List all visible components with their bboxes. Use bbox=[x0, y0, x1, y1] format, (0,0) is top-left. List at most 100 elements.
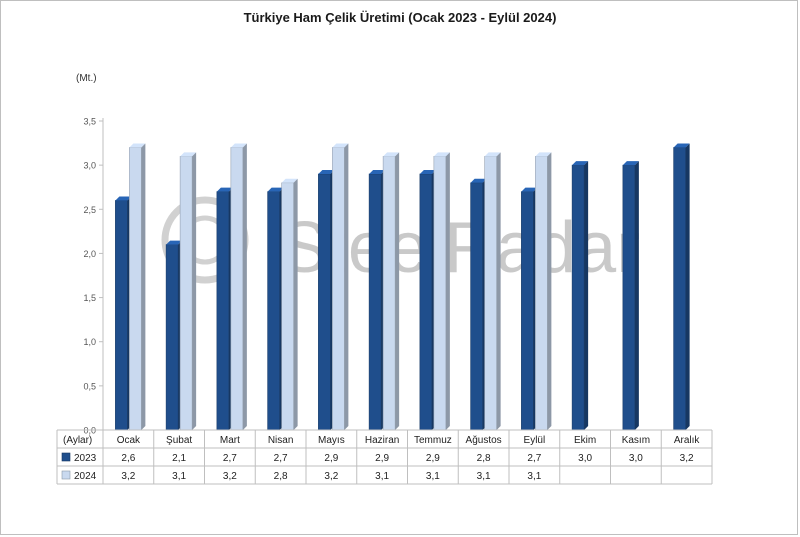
legend-key-2024 bbox=[61, 470, 71, 480]
bar-2023-Ocak bbox=[115, 196, 132, 431]
bar-top bbox=[115, 196, 132, 201]
bar-front bbox=[332, 147, 345, 431]
category-label: Şubat bbox=[166, 435, 192, 446]
category-label: Ocak bbox=[117, 435, 141, 446]
data-label: 3,2 bbox=[680, 453, 694, 464]
data-label: 2,7 bbox=[527, 453, 541, 464]
bar-2023-Şubat bbox=[165, 240, 183, 431]
data-label: 3,2 bbox=[121, 471, 135, 482]
bar-2023-Mart bbox=[216, 187, 233, 431]
bar-front bbox=[129, 147, 142, 431]
bar-front bbox=[535, 156, 548, 431]
category-label: Aralık bbox=[674, 435, 701, 446]
bar-2024-Eylül bbox=[535, 152, 552, 431]
data-label: 3,1 bbox=[426, 471, 440, 482]
bar-front bbox=[318, 173, 331, 431]
bar-2023-Ekim bbox=[571, 161, 589, 431]
bar-side bbox=[496, 152, 501, 431]
bar-top bbox=[521, 187, 538, 192]
bar-front bbox=[281, 182, 294, 431]
bar-front bbox=[622, 164, 636, 431]
bar-2023-Kasım bbox=[622, 161, 639, 431]
category-label: Nisan bbox=[268, 435, 294, 446]
bar-top bbox=[129, 143, 146, 148]
bar-side bbox=[192, 152, 197, 431]
bar-side bbox=[293, 178, 298, 430]
category-label: Temmuz bbox=[414, 435, 452, 446]
data-label: 2,6 bbox=[121, 453, 135, 464]
data-table: (Aylar) Ocak Şubat Mart Nisan Mayıs Haziran Tem… bbox=[56, 429, 713, 485]
y-tick-label: 1,5 bbox=[83, 293, 96, 303]
data-label: 2,8 bbox=[274, 471, 288, 482]
bar-2023-Aralık bbox=[673, 143, 690, 431]
bar-top bbox=[484, 152, 501, 157]
data-label: 2,9 bbox=[426, 453, 440, 464]
category-label: Mayıs bbox=[318, 435, 345, 446]
bar-top bbox=[230, 143, 247, 148]
bar-top bbox=[572, 161, 589, 166]
bar-2023-Mayıs bbox=[318, 169, 335, 431]
bar-side bbox=[141, 143, 146, 430]
data-label: 3,0 bbox=[578, 453, 592, 464]
bar-2024-Nisan bbox=[281, 178, 298, 431]
data-label: 3,1 bbox=[527, 471, 541, 482]
category-label: Kasım bbox=[622, 435, 650, 446]
bar-top bbox=[332, 143, 349, 148]
bar-front bbox=[470, 182, 483, 431]
bar-top bbox=[419, 169, 436, 174]
bar-side bbox=[547, 152, 552, 431]
bar-top bbox=[535, 152, 552, 157]
bar-2024-Mart bbox=[230, 143, 247, 431]
bar-side bbox=[445, 152, 450, 431]
bar-top bbox=[267, 187, 284, 192]
bar-side bbox=[685, 143, 690, 430]
bar-top bbox=[281, 178, 298, 183]
data-label: 2,9 bbox=[324, 453, 338, 464]
bar-top bbox=[470, 178, 487, 183]
bar-side bbox=[634, 161, 639, 430]
bar-side bbox=[395, 152, 400, 431]
bar-2023-Haziran bbox=[368, 169, 386, 431]
data-label: 2,1 bbox=[172, 453, 186, 464]
bar-top bbox=[318, 169, 335, 174]
legend-label-2023: 2023 bbox=[74, 453, 97, 464]
category-label: Haziran bbox=[365, 435, 399, 446]
bar-2023-Temmuz bbox=[419, 169, 436, 431]
category-label: Mart bbox=[220, 435, 240, 446]
y-tick-label: 3,5 bbox=[83, 117, 96, 127]
bar-2023-Eylül bbox=[521, 187, 538, 431]
bar-side bbox=[584, 161, 589, 430]
bar-2024-Ocak bbox=[129, 143, 146, 431]
bar-front bbox=[230, 147, 244, 431]
bar-2023-Ağustos bbox=[470, 178, 487, 431]
data-label: 3,1 bbox=[477, 471, 491, 482]
bar-front bbox=[179, 156, 193, 431]
bar-front bbox=[382, 156, 396, 431]
data-label: 2,9 bbox=[375, 453, 389, 464]
bar-side bbox=[242, 143, 247, 430]
bar-front bbox=[521, 191, 534, 431]
category-label: Eylül bbox=[524, 435, 546, 446]
bar-2024-Ağustos bbox=[484, 152, 501, 431]
x-axis-label: (Aylar) bbox=[63, 435, 92, 446]
bar-2023-Nisan bbox=[267, 187, 284, 431]
bar-top bbox=[622, 161, 639, 166]
data-label: 3,0 bbox=[629, 453, 643, 464]
bar-top bbox=[383, 152, 400, 157]
chart-bars bbox=[115, 143, 690, 431]
data-label: 3,1 bbox=[172, 471, 186, 482]
y-tick-label: 1,0 bbox=[83, 337, 96, 347]
bar-2024-Mayıs bbox=[332, 143, 349, 431]
bar-top bbox=[673, 143, 690, 148]
chart-title: Türkiye Ham Çelik Üretimi (Ocak 2023 - E… bbox=[243, 10, 557, 25]
data-label: 2,8 bbox=[477, 453, 491, 464]
y-tick-label: 0,5 bbox=[83, 381, 96, 391]
bar-top bbox=[433, 152, 450, 157]
bar-side bbox=[344, 143, 349, 430]
bar-front bbox=[484, 156, 497, 431]
bar-top bbox=[166, 240, 183, 245]
bar-front bbox=[571, 164, 585, 431]
y-tick-label: 2,5 bbox=[83, 205, 96, 215]
bar-2024-Şubat bbox=[179, 152, 197, 431]
